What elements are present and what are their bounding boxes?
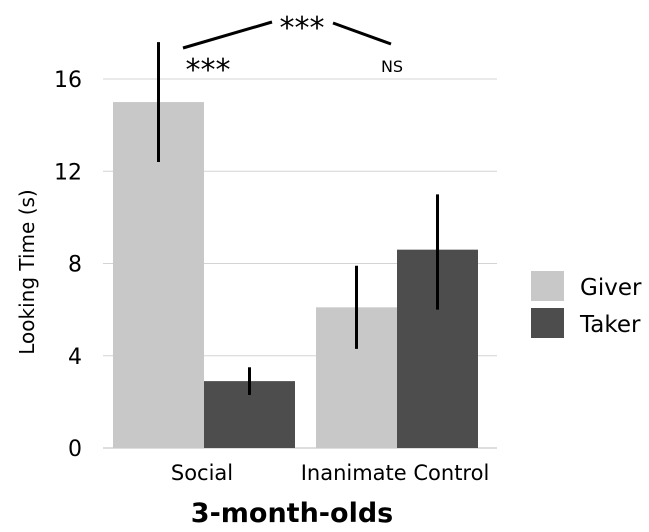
category-label-social: Social [171, 461, 233, 485]
y-tick-label: 4 [68, 345, 82, 370]
inanimate-significance-label: NS [381, 57, 403, 76]
legend-label-taker: Taker [579, 312, 641, 338]
y-tick-label: 0 [68, 437, 82, 462]
y-tick-labels: 0 4 8 12 16 [54, 68, 82, 462]
social-significance-label: *** [186, 53, 231, 88]
y-tick-label: 8 [68, 253, 82, 278]
interaction-significance-label: *** [280, 11, 325, 46]
y-tick-label: 16 [54, 68, 82, 93]
y-axis-label: Looking Time (s) [15, 189, 39, 354]
legend-swatch-taker [531, 308, 564, 338]
chart-title: 3-month-olds [191, 498, 393, 529]
error-bars [157, 42, 439, 395]
legend-swatch-giver [531, 271, 564, 301]
y-tick-label: 12 [54, 160, 82, 185]
legend-label-giver: Giver [580, 275, 642, 301]
bars [113, 102, 478, 448]
significance-bracket [182, 20, 392, 50]
category-label-inanimate-control: Inanimate Control [301, 461, 490, 485]
